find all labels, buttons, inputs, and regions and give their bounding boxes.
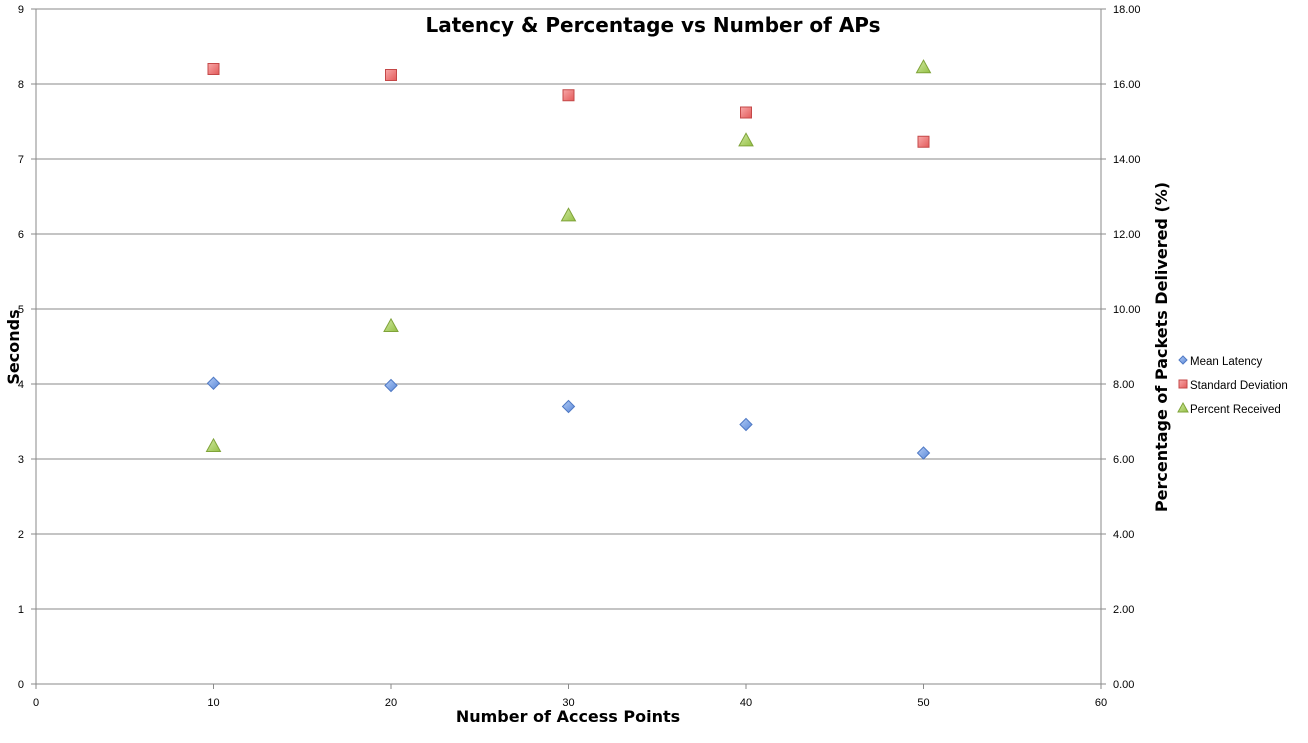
y2-tick-label: 4.00: [1113, 529, 1134, 541]
y2-tick-label: 0.00: [1113, 679, 1134, 691]
data-point-percent-received: [738, 132, 754, 147]
chart-title: Latency & Percentage vs Number of APs: [425, 13, 880, 37]
y-tick-label: 6: [18, 229, 24, 241]
x-tick-label: 20: [385, 697, 397, 709]
y-tick-label: 1: [18, 604, 24, 616]
data-points: [205, 59, 932, 460]
x-tick-label: 40: [740, 697, 752, 709]
legend-marker-standard-deviation: [1178, 379, 1188, 389]
x-tick-label: 0: [33, 697, 39, 709]
y-axis-title: Seconds: [4, 309, 23, 384]
data-point-mean-latency: [206, 376, 221, 390]
y-tick-label: 9: [18, 4, 24, 16]
data-point-percent-received: [915, 59, 932, 74]
y2-tick-label: 14.00: [1113, 154, 1141, 166]
y2-tick-label: 2.00: [1113, 604, 1134, 616]
data-point-percent-received: [560, 207, 577, 222]
legend-label: Standard Deviation: [1190, 380, 1288, 392]
data-point-standard-deviation: [740, 106, 752, 119]
x-tick-label: 50: [917, 697, 929, 709]
legend-label: Mean Latency: [1190, 356, 1262, 368]
data-point-percent-received: [205, 437, 222, 452]
data-point-mean-latency: [561, 399, 576, 414]
y-tick-label: 4: [18, 379, 24, 391]
data-point-standard-deviation: [207, 63, 220, 75]
x-tick-label: 60: [1095, 697, 1107, 709]
y2-axis-title: Percentage of Packets Delivered (%): [1152, 182, 1171, 512]
x-axis-title: Number of Access Points: [456, 707, 680, 726]
data-point-standard-deviation: [917, 135, 930, 148]
legend: Mean Latency Standard Deviation Percent Re…: [1177, 355, 1288, 416]
data-point-mean-latency: [739, 417, 753, 432]
y-tick-label: 2: [18, 529, 24, 541]
y2-tick-label: 12.00: [1113, 229, 1141, 241]
legend-marker-mean-latency: [1178, 355, 1188, 365]
legend-label: Percent Received: [1190, 404, 1281, 416]
data-point-mean-latency: [384, 378, 398, 393]
y-tick-label: 7: [18, 154, 24, 166]
y2-tick-label: 10.00: [1113, 304, 1141, 316]
data-point-standard-deviation: [385, 69, 397, 81]
y-tick-label: 3: [18, 454, 24, 466]
y-tick-label: 8: [18, 79, 24, 91]
x-tick-label: 10: [207, 697, 219, 709]
tick-labels: 0 1 2 3 4 5 6 7 8 9 0.00 2.00 4.00 6.00 8.00 10.00 12.00…: [18, 4, 1141, 709]
y2-tick-label: 8.00: [1113, 379, 1134, 391]
y2-tick-label: 16.00: [1113, 79, 1141, 91]
axes: [31, 8, 1106, 689]
legend-marker-percent-received: [1177, 401, 1189, 413]
y2-tick-label: 18.00: [1113, 4, 1141, 16]
y2-tick-label: 6.00: [1113, 454, 1134, 466]
data-point-standard-deviation: [562, 89, 575, 102]
y-tick-label: 5: [18, 304, 24, 316]
data-point-percent-received: [383, 317, 399, 332]
x-tick-label: 30: [562, 697, 574, 709]
data-point-mean-latency: [916, 446, 931, 460]
y-tick-label: 0: [18, 679, 24, 691]
